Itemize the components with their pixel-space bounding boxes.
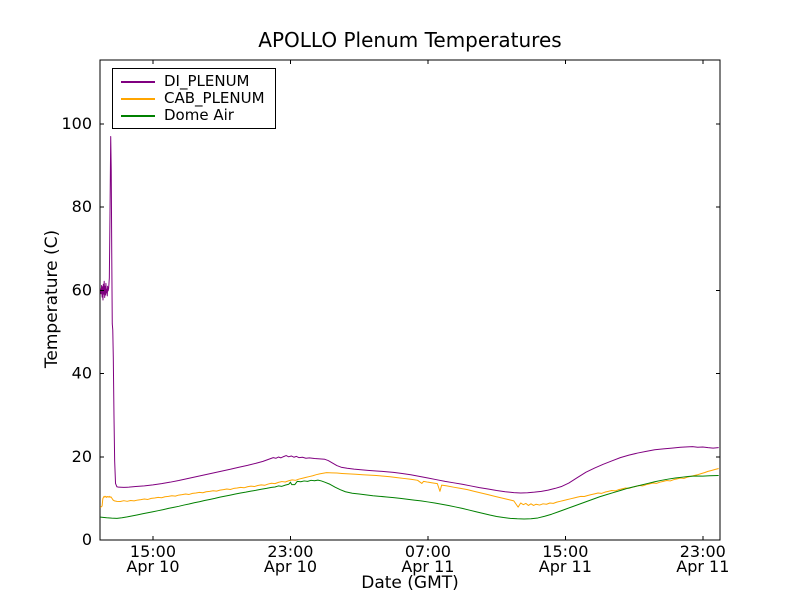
- legend-line-di-plenum: [121, 80, 155, 83]
- x-tick-label-time: 15:00: [130, 542, 176, 561]
- series-line-dome-air: [100, 475, 719, 520]
- legend-item: DI_PLENUM: [121, 73, 265, 90]
- y-tick-label: 60: [72, 280, 92, 299]
- legend-line-cab-plenum: [121, 97, 155, 100]
- y-axis-label: Temperature (C): [42, 229, 62, 369]
- x-tick-label-date: Apr 11: [539, 557, 592, 576]
- x-tick-label-date: Apr 10: [126, 557, 179, 576]
- plot-area: [99, 59, 721, 541]
- x-tick-label-time: 07:00: [405, 542, 451, 561]
- legend-item: Dome Air: [121, 107, 265, 124]
- y-tick-label: 0: [82, 530, 92, 549]
- axes-border: [99, 59, 721, 541]
- tick-marks: [100, 60, 720, 541]
- y-tick-label: 20: [72, 447, 92, 466]
- legend: DI_PLENUM CAB_PLENUM Dome Air: [112, 68, 276, 129]
- x-tick-label-date: Apr 11: [676, 557, 729, 576]
- legend-label: CAB_PLENUM: [164, 89, 265, 107]
- legend-label: DI_PLENUM: [164, 72, 250, 90]
- chart-title: APOLLO Plenum Temperatures: [258, 28, 562, 52]
- x-tick-label-time: 15:00: [542, 542, 588, 561]
- y-tick-label: 100: [61, 114, 92, 133]
- x-tick-label-time: 23:00: [680, 542, 726, 561]
- series-line-di-plenum: [100, 136, 719, 494]
- x-tick-label-date: Apr 10: [264, 557, 317, 576]
- x-axis-label: Date (GMT): [361, 573, 459, 593]
- series-lines: [100, 136, 719, 520]
- legend-item: CAB_PLENUM: [121, 90, 265, 107]
- series-line-cab-plenum: [100, 468, 719, 508]
- y-tick-label: 40: [72, 364, 92, 383]
- x-tick-label-date: Apr 11: [401, 557, 454, 576]
- legend-line-dome-air: [121, 114, 155, 117]
- y-tick-label: 80: [72, 197, 92, 216]
- legend-label: Dome Air: [164, 106, 234, 124]
- x-tick-label-time: 23:00: [267, 542, 313, 561]
